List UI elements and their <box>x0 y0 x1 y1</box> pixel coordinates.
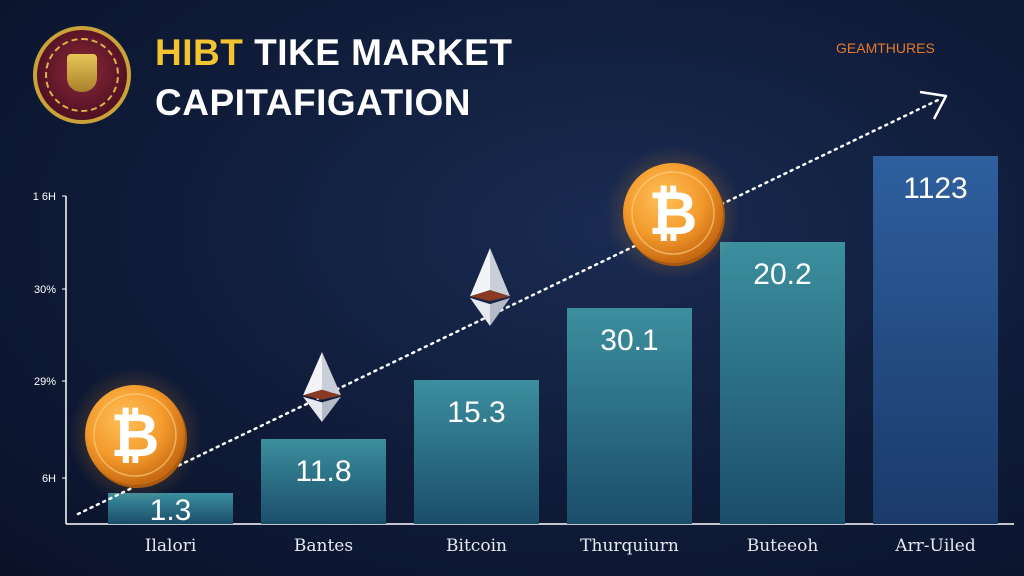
category-label: Bantes <box>294 536 353 556</box>
bar-value-label: 15.3 <box>447 396 505 429</box>
bar-value-label: 1123 <box>903 172 968 205</box>
ethereum-icon <box>470 248 510 326</box>
logo-emblem <box>67 54 97 92</box>
trend-arrow-head-icon <box>919 90 948 120</box>
svg-text:₿: ₿ <box>649 179 698 249</box>
bar-value-label: 20.2 <box>753 258 811 291</box>
svg-text:₿: ₿ <box>111 401 160 471</box>
bar <box>567 308 692 524</box>
chart-labels: 1.3 Ilalori 11.8 Bantes 15.3 Bitcoin 30.1 Thurq… <box>145 172 976 556</box>
bar <box>414 380 539 524</box>
y-tick-label: 6H <box>42 473 56 485</box>
ethereum-icon <box>303 352 341 422</box>
corner-label: GEAMTHURES <box>836 40 935 56</box>
category-label: Ilalori <box>145 536 197 556</box>
y-tick-label: 30% <box>34 284 56 296</box>
logo-seal-icon <box>33 26 131 124</box>
bar-value-label: 1.3 <box>150 494 192 527</box>
category-label: Arr-Uiled <box>894 536 976 556</box>
y-tick-label: 29% <box>34 376 56 388</box>
y-tick-label: 1 6H <box>33 191 56 203</box>
bar-value-label: 11.8 <box>295 455 351 488</box>
logo-ring <box>45 38 119 112</box>
bar-value-label: 30.1 <box>600 324 658 357</box>
trend-dotted-line <box>76 98 940 516</box>
category-label: Buteeoh <box>747 536 819 556</box>
chart-bars <box>108 156 998 524</box>
category-label: Bitcoin <box>446 536 507 556</box>
chart-decor-icons: ₿₿ <box>67 145 741 503</box>
category-label: Thurquiurn <box>580 536 679 556</box>
bar <box>261 439 386 524</box>
bar <box>720 242 845 524</box>
title-accent: HIBT <box>155 32 244 73</box>
bitcoin-coin-icon: ₿ <box>605 145 741 281</box>
bar <box>873 156 998 524</box>
chart-title-line-1: HIBT TIKE MARKET <box>155 32 512 74</box>
chart-title-line-2: CAPITAFIGATION <box>155 82 471 123</box>
trend-line <box>76 90 948 516</box>
title-rest: TIKE MARKET <box>243 32 513 73</box>
bitcoin-coin-icon: ₿ <box>67 367 203 503</box>
